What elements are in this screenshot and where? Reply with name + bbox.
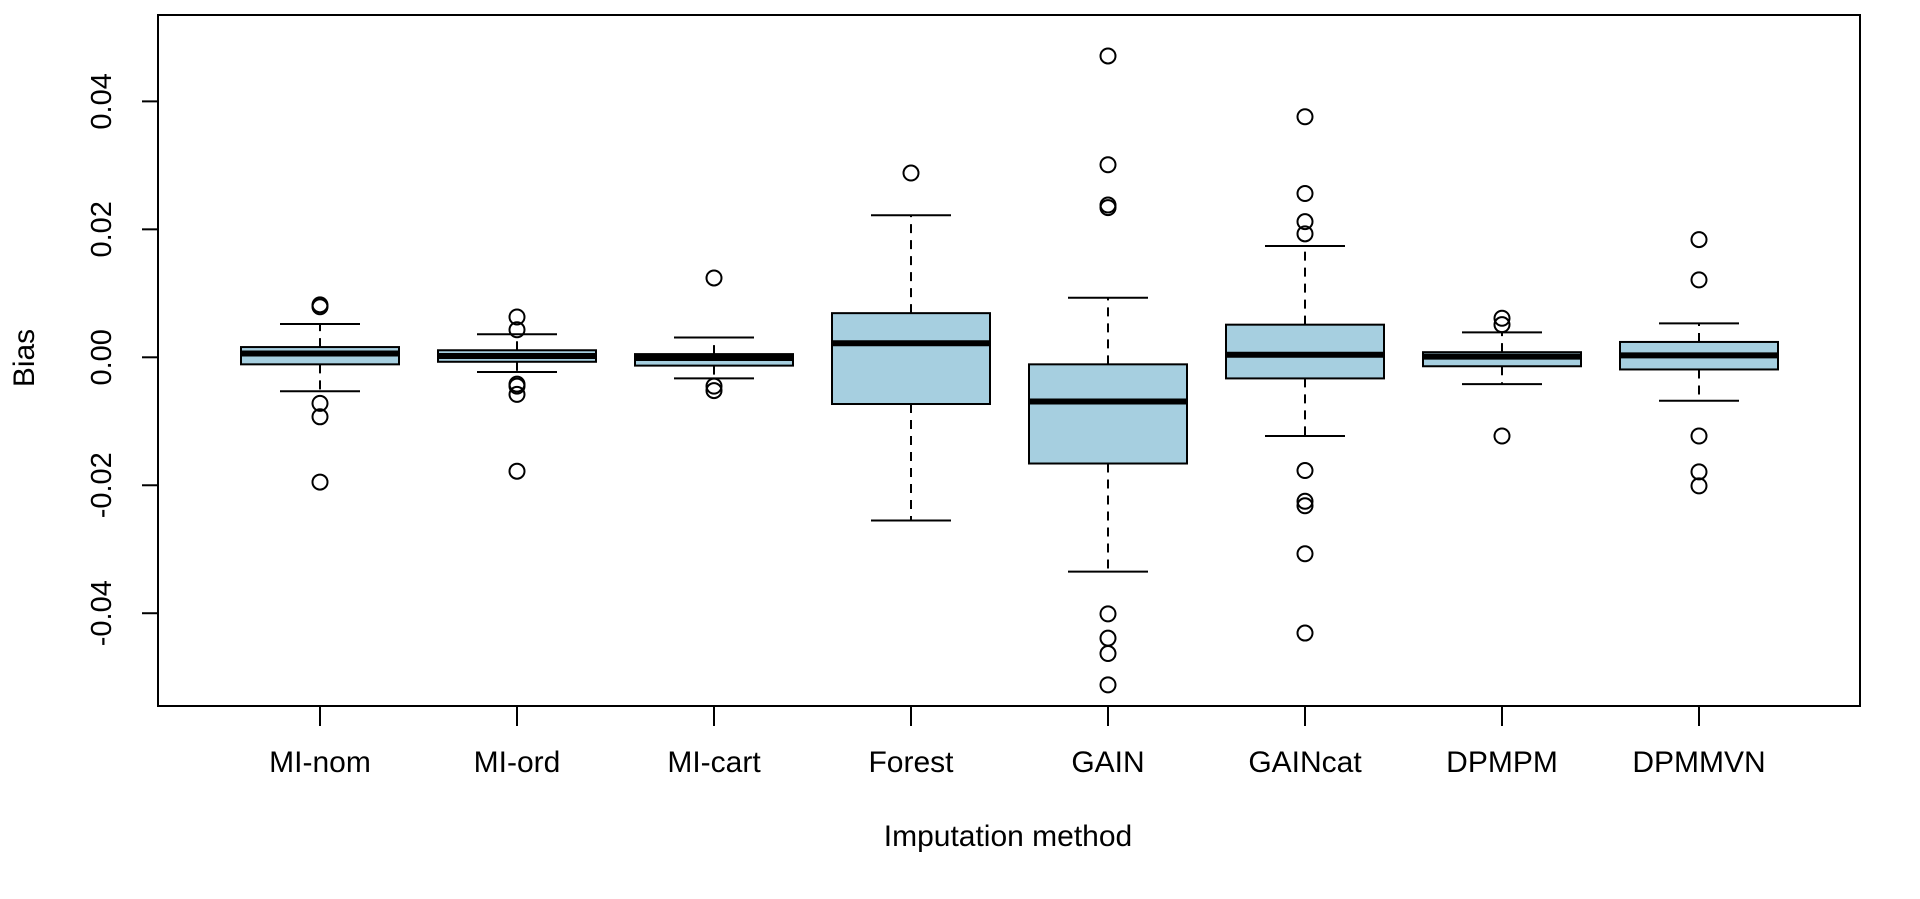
outlier-point: [1690, 463, 1708, 481]
y-tick-label: -0.04: [86, 580, 118, 646]
outlier-point: [1296, 492, 1314, 510]
box-group-dpmpm: [1422, 309, 1582, 445]
outlier-point: [1690, 477, 1708, 495]
plot-area: [157, 14, 1861, 707]
outlier-point: [1690, 271, 1708, 289]
outlier-point: [508, 385, 526, 403]
outlier-point: [508, 321, 526, 339]
iqr-box: [1225, 323, 1385, 380]
outlier-point: [1296, 225, 1314, 243]
outlier-point: [1493, 309, 1511, 327]
outlier-point: [311, 394, 329, 412]
outlier-point: [1296, 108, 1314, 126]
x-tick-label: GAINcat: [1248, 746, 1362, 779]
outlier-point: [902, 164, 920, 182]
outlier-point: [1296, 213, 1314, 231]
x-tick-label: DPMMVN: [1632, 746, 1765, 779]
outlier-point: [1099, 605, 1117, 623]
outlier-point: [311, 298, 329, 316]
box-group-mi-nom: [240, 296, 400, 491]
outlier-point: [1690, 427, 1708, 445]
outlier-point: [1296, 624, 1314, 642]
outlier-point: [1296, 185, 1314, 203]
x-axis-title: Imputation method: [884, 820, 1132, 853]
y-tick-label: 0.02: [86, 201, 118, 257]
x-tick-label: MI-ord: [474, 746, 561, 779]
outlier-point: [1099, 156, 1117, 174]
outlier-point: [1296, 462, 1314, 480]
outlier-point: [1099, 676, 1117, 694]
y-axis-title: Bias: [8, 329, 41, 387]
outlier-point: [1099, 629, 1117, 647]
outlier-point: [1493, 427, 1511, 445]
outlier-point: [1296, 497, 1314, 515]
outlier-point: [508, 377, 526, 395]
box-group-gain: [1028, 47, 1188, 694]
outlier-point: [508, 462, 526, 480]
outlier-point: [311, 473, 329, 491]
x-tick-label: GAIN: [1071, 746, 1144, 779]
outlier-point: [1099, 47, 1117, 65]
y-tick-label: 0.00: [86, 329, 118, 385]
outlier-point: [1296, 545, 1314, 563]
outlier-point: [705, 382, 723, 400]
y-axis: -0.04 -0.02 0.00 0.02 0.04: [86, 73, 158, 646]
outlier-point: [1493, 316, 1511, 334]
box-group-gaincat: [1225, 108, 1385, 642]
x-tick-label: DPMPM: [1446, 746, 1558, 779]
y-tick-label: -0.02: [86, 452, 118, 518]
box-group-mi-cart: [634, 269, 794, 400]
outlier-point: [1690, 231, 1708, 249]
y-tick-label: 0.04: [86, 73, 118, 129]
x-tick-label: MI-nom: [269, 746, 371, 779]
box-group-forest: [831, 164, 991, 522]
outlier-point: [705, 269, 723, 287]
iqr-box: [1028, 363, 1188, 465]
outlier-point: [1099, 645, 1117, 663]
box-group-mi-ord: [437, 308, 597, 480]
outlier-point: [1099, 199, 1117, 217]
plot-frame: [157, 14, 1861, 707]
outlier-point: [311, 408, 329, 426]
outlier-point: [508, 308, 526, 326]
outlier-point: [705, 377, 723, 395]
x-tick-label: MI-cart: [667, 746, 761, 779]
x-axis: MI-nom MI-ord MI-cart Forest GAIN GAINcat DPMP…: [269, 706, 1766, 779]
box-group-dpmmvn: [1619, 231, 1779, 495]
x-tick-label: Forest: [868, 746, 954, 779]
iqr-box: [831, 312, 991, 406]
